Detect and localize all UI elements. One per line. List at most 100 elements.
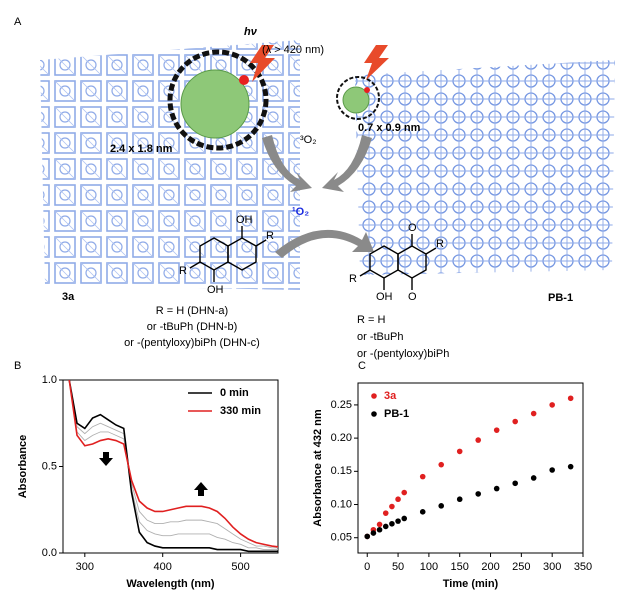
x-tick-label: 300 [543,561,561,573]
product-line: R = H [357,314,385,326]
arrow [275,229,374,258]
photosensitizer [364,87,370,93]
data-point [389,520,395,527]
data-point [376,526,383,533]
x-tick-label: 200 [481,561,499,573]
spectrum-line [68,380,278,549]
data-point [401,515,408,522]
atom-label: O [408,291,417,303]
data-point [382,510,389,516]
photosensitizer [239,75,249,85]
x-tick-label: 400 [154,561,172,573]
data-point [567,395,574,402]
x-tick-label: 0 [364,561,370,573]
y-tick-label: 0.15 [331,465,352,477]
x-tick-label: 50 [392,561,404,573]
plot-area [364,395,574,540]
data-point [419,473,426,480]
legend-swatch [371,411,377,417]
panel-label: C [358,360,366,372]
reactant-line: or -tBuPh (DHN-b) [147,321,237,333]
data-point [438,461,445,468]
arrow [322,135,372,192]
singlet-oxygen-label: ¹O₂ [292,206,309,218]
y-tick-label: 0.5 [42,460,57,472]
atom-label: OH [207,284,224,296]
x-tick-label: 250 [512,561,530,573]
data-point [456,496,463,503]
legend-label: 330 min [220,405,261,417]
atom-label: OH [376,291,393,303]
spectrum-line [68,380,278,548]
panel-label: B [14,360,21,372]
y-tick-label: 1.0 [42,374,57,386]
data-point [401,489,408,496]
data-point [382,523,389,530]
data-point [395,518,401,524]
data-point [475,491,482,497]
wavelength-label: (λ > 420 nm) [262,44,324,56]
legend-label: 3a [384,390,397,402]
x-axis-title: Wavelength (nm) [126,578,215,590]
pore-label: 2.4 x 1.8 nm [110,143,173,155]
cage-small [336,76,380,120]
atom-label: R [266,230,274,242]
x-tick-label: 100 [420,561,438,573]
arrow [262,135,312,192]
framework-3a [40,40,300,290]
molecule-right [359,234,437,290]
data-point [512,480,518,487]
cage-large [167,49,269,151]
data-point [567,463,574,470]
data-point [419,509,426,515]
data-point [395,496,401,503]
product-line: or -(pentyloxy)biPh [357,348,449,360]
molecule-left [189,226,267,282]
data-point [364,533,371,540]
data-point [530,410,537,417]
framework-label: PB-1 [548,292,573,304]
spectrum-line [68,380,278,553]
atom-label: R [349,273,357,285]
atom-label: OH [236,214,253,226]
decrease-arrow [99,452,113,466]
framework-label: 3a [62,291,75,303]
scheme: A hν (λ > 420 nm) 2.4 x 1.8 nm 0.7 x 0.9… [14,16,615,360]
lightning [364,45,389,80]
atom-label: O [408,222,417,234]
legend-label: 0 min [220,387,249,399]
sphere-small [342,86,370,114]
lightning [250,45,275,82]
y-tick-label: 0.0 [42,547,57,559]
legend-label: PB-1 [384,408,409,420]
sphere-large [180,69,250,139]
y-tick-label: 0.25 [331,399,352,411]
data-point [389,503,395,510]
y-tick-label: 0.10 [331,498,352,510]
legend-swatch [371,393,377,399]
pore-label: 0.7 x 0.9 nm [358,122,421,134]
data-point [456,448,463,455]
spectrum-line [68,380,278,550]
oxygen-label: ³O₂ [300,134,317,146]
atom-label: R [436,238,444,250]
data-point [475,437,482,443]
data-point [438,503,445,509]
data-point [549,402,555,408]
data-point [549,467,555,473]
y-tick-label: 0.05 [331,532,352,544]
reactant-line: or -(pentyloxy)biPh (DHN-c) [124,337,260,349]
data-point [370,530,377,536]
x-tick-label: 350 [574,561,592,573]
panel-label: A [14,16,22,28]
y-tick-label: 0.20 [331,432,352,444]
reactant-line: R = H (DHN-a) [156,305,228,317]
data-point [530,475,537,481]
x-tick-label: 300 [76,561,94,573]
product-line: or -tBuPh [357,331,403,343]
increase-arrow [194,482,208,496]
y-axis-title: Absorbance at 432 nm [312,409,324,527]
y-axis-title: Absorbance [17,435,29,499]
x-tick-label: 500 [231,561,249,573]
